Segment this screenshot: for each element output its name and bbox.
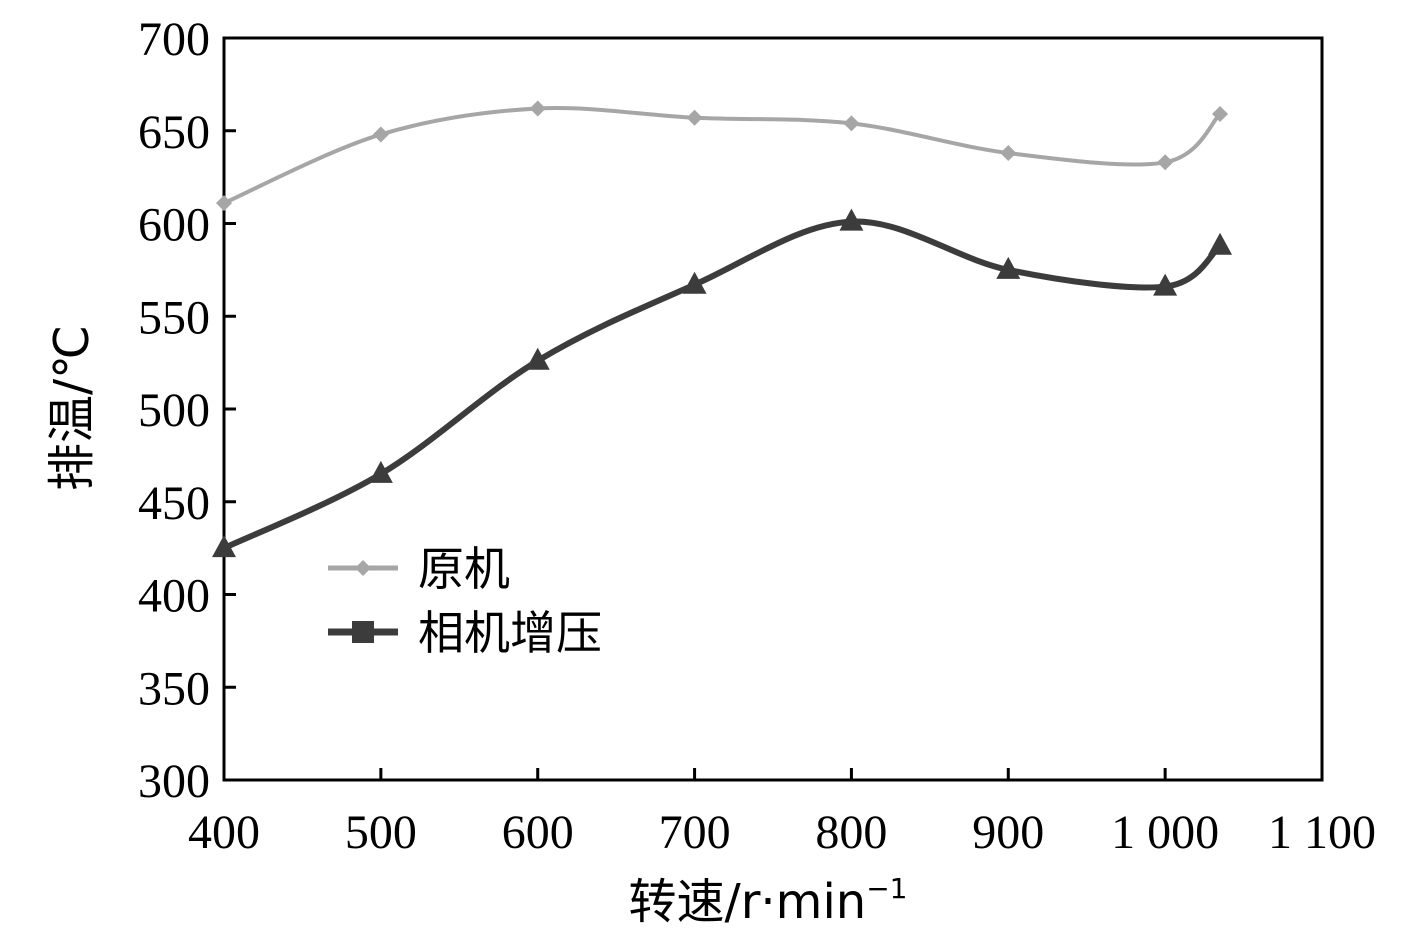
x-axis: 400 500 600 700 800 900 1 000 1 100 [188,768,1376,859]
y-tick-label: 350 [138,662,210,715]
y-tick-label: 450 [138,477,210,530]
y-tick-label: 550 [138,291,210,344]
legend-marker-shape [352,621,374,643]
series-layer [212,100,1233,558]
legend: 原机 相机增压 [328,542,602,660]
y-tick-label: 300 [138,755,210,808]
x-tick-label: 500 [345,806,417,859]
y-tick-label: 650 [138,106,210,159]
data-point [368,460,393,483]
y-tick-label: 600 [138,199,210,252]
y-axis-title: 排温/℃ [44,325,100,491]
data-point [1000,145,1017,162]
x-tick-label: 600 [502,806,574,859]
series-line [223,106,1222,205]
series-line [222,218,1223,551]
data-point [216,195,232,212]
y-tick-label: 400 [138,570,210,623]
legend-item-original: 原机 [328,542,510,596]
x-axis-title: 转速/r·min−1 [629,872,908,930]
legend-item-supercharged: 相机增压 [328,606,602,660]
series-supercharged [212,208,1233,558]
data-point [839,208,864,231]
legend-label: 原机 [418,542,510,596]
y-tick-label: 700 [138,13,210,66]
legend-swatch-marker [355,560,371,576]
x-tick-label: 700 [659,806,731,859]
data-point [1153,273,1178,296]
data-point [843,115,860,132]
series-original [216,100,1229,212]
x-tick-label: 1 000 [1111,806,1219,859]
legend-swatch-marker [352,621,374,643]
x-tick-label: 400 [188,806,260,859]
x-tick-label: 900 [972,806,1044,859]
x-tick-label: 800 [815,806,887,859]
data-point [686,109,703,126]
data-point [682,271,707,294]
plot-border [222,36,1324,782]
x-axis-title-main: 转速/r·min [629,874,867,930]
data-point [1157,154,1174,171]
data-point [372,126,389,143]
legend-label: 相机增压 [418,606,602,660]
data-point [1212,106,1229,123]
data-point [529,100,546,117]
y-axis: 300 350 400 450 500 550 600 650 700 [138,13,236,808]
x-tick-label: 1 100 [1268,806,1376,859]
plot-area [222,36,1324,782]
data-point [525,347,550,370]
data-point [996,256,1021,279]
x-axis-title-superscript: −1 [866,872,907,905]
data-point [212,535,236,558]
y-tick-label: 500 [138,384,210,437]
legend-marker-shape [355,560,371,576]
data-point [1208,232,1233,255]
